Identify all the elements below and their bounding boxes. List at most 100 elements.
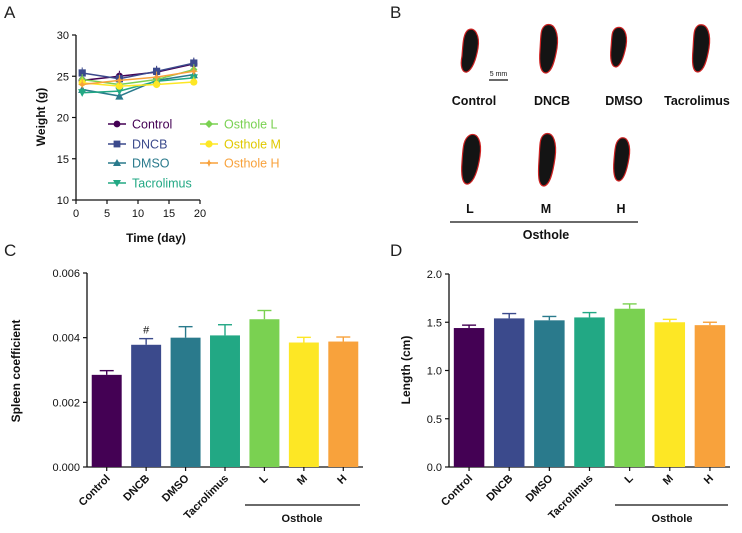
legend-label-dncb: DNCB [132,138,167,152]
spleen-label-l: L [466,202,474,216]
series-point-dncb [153,67,161,75]
series-point-dncb [78,69,86,77]
chart-d-ytick-label: 0.0 [427,462,442,474]
chart-c-ytick-label: 0.002 [52,397,80,409]
chart-a-xtick-label: 10 [132,208,144,220]
chart-c-bar-m [288,342,319,467]
spleen-image-control [460,28,480,73]
spleen-image-tacrolimus [691,24,711,73]
chart-d-bar-h [694,325,726,467]
series-point-osthole-m [115,82,123,90]
spleen-image-osthole-h [613,137,631,182]
osthole-group-label-d: Osthole [652,513,693,525]
spleen-label-dncb: DNCB [534,94,570,108]
series-point-tacrolimus [78,89,87,97]
spleen-label-control: Control [452,94,496,108]
chart-d-bar-dmso [534,320,565,467]
chart-c-xtick-label: DMSO [160,472,192,504]
chart-c-bar-control [91,374,122,467]
chart-c-ytick-label: 0.000 [52,462,80,474]
chart-c-bar-dncb [131,344,162,467]
osthole-group-label-b: Osthole [523,228,570,242]
scale-bar-label: 5 mm [490,71,508,78]
spleen-image-osthole-l [461,133,482,185]
chart-d-bar-l [614,308,645,467]
chart-a-ytick-label: 10 [57,195,69,207]
weight-line-chart: 10 15 20 25 30 0 5 10 15 20 [57,30,206,220]
chart-d-bar-tacrolimus [574,317,605,467]
chart-c-annotation: # [143,325,150,337]
panel-d-label: D [390,241,402,260]
spleen-label-h: H [616,202,625,216]
spleen-image-dncb [539,23,559,74]
chart-a-xtick-label: 15 [163,208,175,220]
series-point-osthole-m [190,78,198,86]
series-point-tacrolimus [115,87,124,96]
spleen-label-tacrolimus: Tacrolimus [664,94,730,108]
chart-c-bar-h [328,341,359,467]
chart-d-ytick-label: 1.0 [427,366,442,378]
series-point-dncb [190,59,198,67]
chart-a-xtick-label: 5 [104,208,110,220]
legend-label-tacrolimus: Tacrolimus [132,177,192,191]
legend-label-control: Control [132,118,172,132]
series-point-osthole-h [78,80,87,89]
series-line-osthole-h [82,70,194,86]
chart-c-xtick-label: H [335,473,349,487]
chart-c-xtick-label: DNCB [121,473,152,504]
chart-a-ytick-label: 30 [57,30,69,42]
chart-a-xtick-label: 0 [73,208,79,220]
legend-marker-osthole-h [205,159,213,167]
chart-d-xtick-label: M [661,473,676,488]
legend-marker-osthole-m [205,140,213,148]
legend-marker-control [113,120,121,128]
chart-a-legend: Control DNCB DMSO Tacrolimus Osthole L O… [108,118,281,191]
legend-entry-dncb: DNCB [108,138,167,152]
legend-entry-osthole-h: Osthole H [200,157,280,171]
chart-d-ytick-label: 2.0 [427,269,442,281]
legend-entry-dmso: DMSO [108,157,170,171]
chart-d-ytick-label: 0.5 [427,414,442,426]
chart-a-ytick-label: 20 [57,113,69,125]
chart-c-xtick-label: M [295,473,310,488]
chart-d-xtick-label: DNCB [484,473,515,504]
series-point-osthole-m [153,80,161,89]
chart-a-ytick-label: 25 [57,71,69,83]
chart-c-ytick-label: 0.006 [52,268,80,280]
spleen-image-osthole-m [537,133,557,187]
chart-c-ytick-label: 0.004 [52,333,80,345]
legend-marker-osthole-l [205,120,213,128]
chart-c-bar-dmso [170,337,201,467]
chart-d-ylabel: Length (cm) [399,336,413,405]
legend-label-dmso: DMSO [132,157,170,171]
legend-label-osthole-m: Osthole M [224,138,281,152]
chart-d-ytick-label: 1.5 [427,317,442,329]
legend-entry-control: Control [108,118,172,132]
legend-marker-tacrolimus [113,180,121,187]
spleen-label-m: M [541,202,551,216]
chart-a-ytick-label: 15 [57,154,69,166]
legend-label-osthole-l: Osthole L [224,118,278,132]
chart-a-ylabel: Weight (g) [34,88,48,146]
legend-entry-osthole-m: Osthole M [200,138,281,152]
chart-c-ylabel: Spleen coefficient [9,320,23,423]
series-line-control [82,63,194,82]
legend-label-osthole-h: Osthole H [224,157,280,171]
panel-b-label: B [390,3,401,22]
chart-d-xtick-label: L [623,472,636,485]
legend-marker-dmso [113,159,121,166]
legend-marker-dncb [113,140,121,148]
chart-d-xtick-label: H [702,473,716,487]
series-point-osthole-h [115,76,124,85]
chart-c-xtick-label: L [257,472,270,485]
spleen-label-dmso: DMSO [605,94,643,108]
series-line-dncb [82,62,194,80]
series-point-dmso [115,91,124,100]
chart-c-bar-tacrolimus [210,335,240,467]
series-point-osthole-h [152,72,161,82]
panel-c-label: C [4,241,16,260]
osthole-group-label-c: Osthole [282,513,323,525]
